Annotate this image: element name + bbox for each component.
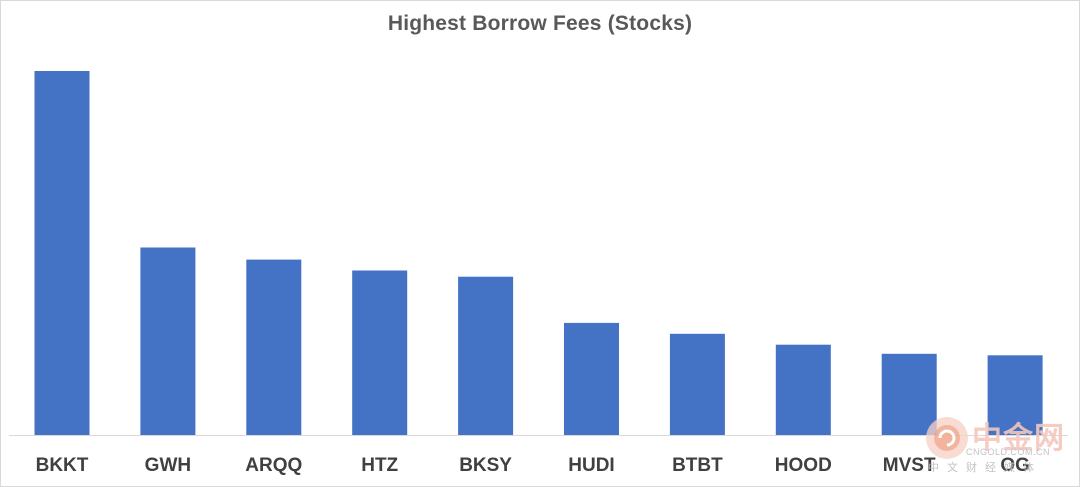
bar-mvst — [881, 353, 937, 435]
bar-arqq — [246, 259, 302, 435]
watermark-tagline: 中文财经媒体 — [928, 462, 1042, 474]
x-tick-label-bksy: BKSY — [459, 455, 512, 476]
bar-hood — [775, 344, 831, 435]
x-tick-label-btbt: BTBT — [672, 455, 723, 476]
watermark: 中金网 CNGOLD.COM.CN 中文财经媒体 — [922, 413, 1072, 479]
x-tick-label-hudi: HUDI — [568, 455, 614, 476]
bar-htz — [352, 270, 408, 435]
x-tick-label-hood: HOOD — [775, 455, 832, 476]
x-tick-label-bkkt: BKKT — [36, 455, 89, 476]
bar-og — [987, 355, 1043, 435]
x-tick-label-arqq: ARQQ — [245, 455, 302, 476]
x-tick-label-htz: HTZ — [361, 455, 398, 476]
bar-gwh — [140, 247, 196, 435]
x-tick-label-mvst: MVST — [883, 455, 936, 476]
cngold-logo-icon — [926, 417, 968, 459]
chart-title: Highest Borrow Fees (Stocks) — [387, 12, 693, 35]
x-tick-labels-group: BKKT GWH ARQQ HTZ BKSY HUDI BTBT HOOD MVST OG — [36, 455, 1030, 476]
watermark-domain: CNGOLD.COM.CN — [966, 447, 1051, 457]
bar-bkkt — [34, 71, 90, 435]
bar-bksy — [458, 276, 514, 435]
x-tick-label-og: OG — [1000, 455, 1030, 476]
bar-btbt — [669, 333, 725, 435]
bars-group — [34, 71, 1043, 435]
watermark-logo-text: 中金网 — [972, 421, 1065, 456]
bar-hudi — [564, 322, 619, 435]
x-tick-label-gwh: GWH — [145, 455, 191, 476]
